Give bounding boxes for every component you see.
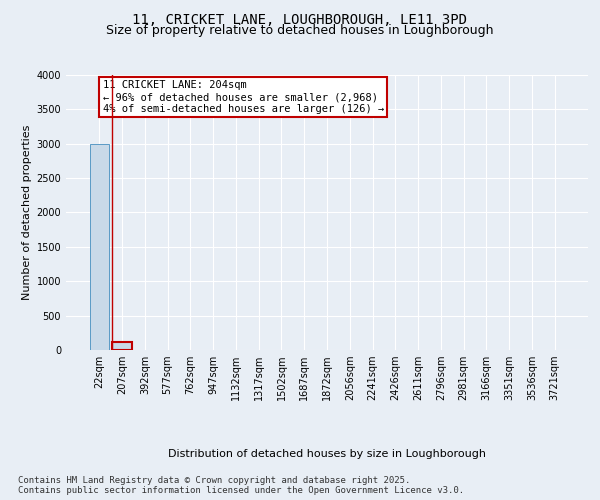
X-axis label: Distribution of detached houses by size in Loughborough: Distribution of detached houses by size … (168, 449, 486, 459)
Bar (112, 342, 132, 350)
Text: 11 CRICKET LANE: 204sqm
← 96% of detached houses are smaller (2,968)
4% of semi-: 11 CRICKET LANE: 204sqm ← 96% of detache… (103, 80, 384, 114)
Text: 11, CRICKET LANE, LOUGHBOROUGH, LE11 3PD: 11, CRICKET LANE, LOUGHBOROUGH, LE11 3PD (133, 12, 467, 26)
Text: Size of property relative to detached houses in Loughborough: Size of property relative to detached ho… (106, 24, 494, 37)
Y-axis label: Number of detached properties: Number of detached properties (22, 125, 32, 300)
Bar (90, 144, 109, 350)
Text: Contains HM Land Registry data © Crown copyright and database right 2025.
Contai: Contains HM Land Registry data © Crown c… (18, 476, 464, 495)
